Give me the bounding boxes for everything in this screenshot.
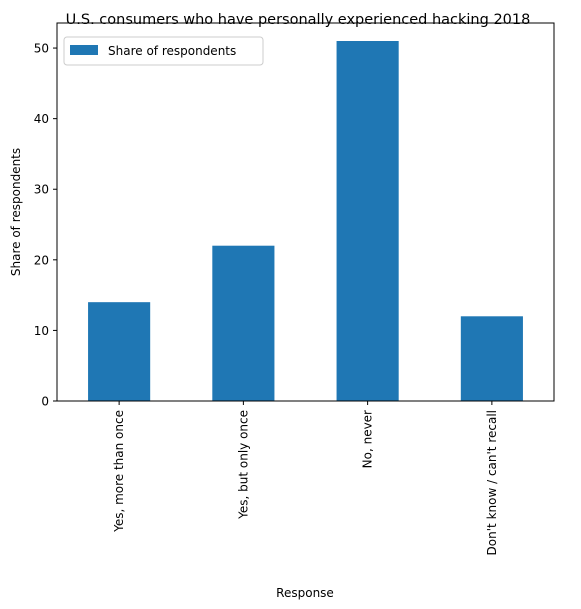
- y-axis-label: Share of respondents: [9, 148, 23, 276]
- y-tick-label: 10: [34, 324, 49, 338]
- bar: [212, 245, 275, 401]
- legend: Share of respondents: [63, 36, 264, 66]
- bars-group: [88, 41, 523, 401]
- x-tick-label: Yes, but only once: [236, 410, 250, 520]
- bar: [460, 316, 523, 401]
- x-tick-label: Yes, more than once: [112, 410, 126, 533]
- legend-swatch: [70, 45, 98, 55]
- y-tick-label: 40: [34, 112, 49, 126]
- plot-frame: [56, 22, 555, 402]
- y-tick-label: 50: [34, 42, 49, 56]
- y-tick-label: 20: [34, 253, 49, 267]
- bar: [88, 302, 151, 401]
- legend-frame: [63, 36, 264, 66]
- y-axis-ticks: 0 10 20 30 40 50: [34, 42, 57, 409]
- legend-label: Share of respondents: [108, 44, 236, 58]
- x-axis-ticks: Yes, more than once Yes, but only once No,…: [112, 401, 499, 555]
- bar: [336, 41, 399, 401]
- x-tick-label: No, never: [361, 410, 375, 468]
- y-tick-label: 30: [34, 183, 49, 197]
- y-tick-label: 0: [41, 395, 49, 409]
- chart-title: U.S. consumers who have personally exper…: [66, 12, 531, 28]
- x-axis-label: Response: [276, 586, 334, 600]
- x-tick-label: Don't know / can't recall: [485, 410, 499, 555]
